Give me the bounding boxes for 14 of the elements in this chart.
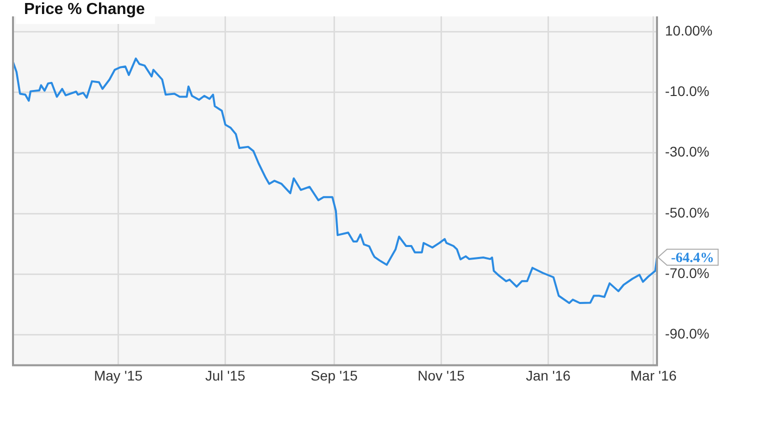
x-tick-label: Jan '16 [526, 367, 571, 384]
y-tick-label: -90.0% [665, 326, 710, 342]
y-tick-label: -30.0% [665, 144, 710, 160]
y-tick-label: -50.0% [665, 204, 710, 220]
chart-title: Price % Change [16, 0, 155, 24]
x-tick-label: Nov '15 [418, 367, 465, 384]
x-tick-label: Sep '15 [310, 367, 358, 384]
y-tick-label: 10.00% [665, 22, 712, 38]
x-tick-label: May '15 [94, 367, 143, 384]
x-tick-label: Mar '16 [630, 367, 677, 384]
x-tick-label: Jul '15 [205, 367, 246, 384]
y-tick-label: -10.0% [665, 83, 710, 100]
y-tick-label: -70.0% [665, 265, 710, 282]
annotation: -64.4% [671, 250, 714, 266]
